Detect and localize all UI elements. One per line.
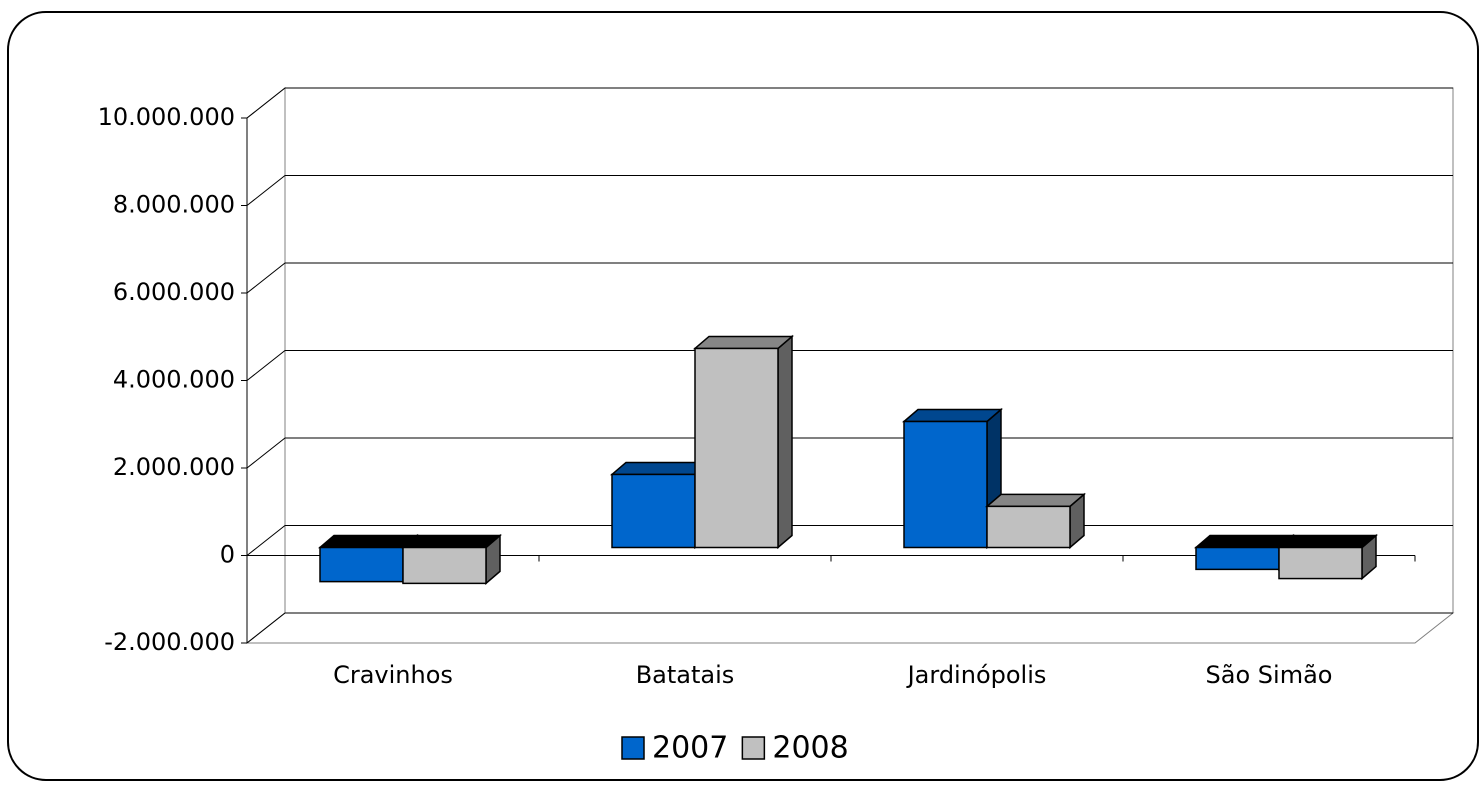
bar-top [317, 534, 420, 549]
bar-top [1276, 534, 1379, 549]
grid-line [246, 175, 1453, 206]
x-tick-label: Batatais [636, 661, 735, 689]
y-tick-label: 8.000.000 [113, 191, 235, 219]
y-tick-label: 0 [220, 541, 235, 569]
bar [611, 473, 696, 549]
legend-label: 2008 [772, 731, 848, 766]
y-tick-label: 2.000.000 [113, 453, 235, 481]
bar [903, 420, 988, 549]
y-tick-label: -2.000.000 [104, 628, 235, 656]
legend-swatch [741, 736, 766, 760]
bar-top [984, 493, 1087, 508]
x-tick-label: Jardinópolis [906, 661, 1047, 689]
y-tick-label: 6.000.000 [113, 278, 235, 306]
bar [402, 546, 487, 585]
grid-line [246, 437, 1453, 469]
bar [1278, 546, 1363, 580]
bar-side [777, 334, 793, 550]
bar-top [1193, 534, 1296, 549]
bar-top [901, 408, 1004, 423]
legend-label: 2007 [652, 731, 728, 766]
legend-swatch [621, 736, 645, 760]
bar [319, 546, 404, 583]
grid-line [246, 87, 1453, 119]
grid-line [246, 350, 1453, 381]
y-tick-label: 4.000.000 [113, 366, 235, 394]
x-tick-label: Cravinhos [333, 661, 453, 689]
bar-top [692, 335, 795, 350]
bar [694, 347, 779, 549]
grid-line [246, 612, 1453, 644]
y-tick-label: 10.000.000 [98, 103, 235, 131]
grid-line [246, 262, 1453, 294]
bar [1195, 546, 1280, 571]
bar [986, 505, 1071, 549]
floor [245, 612, 1455, 644]
bar-top [400, 534, 503, 549]
x-tick-label: São Simão [1206, 661, 1333, 689]
